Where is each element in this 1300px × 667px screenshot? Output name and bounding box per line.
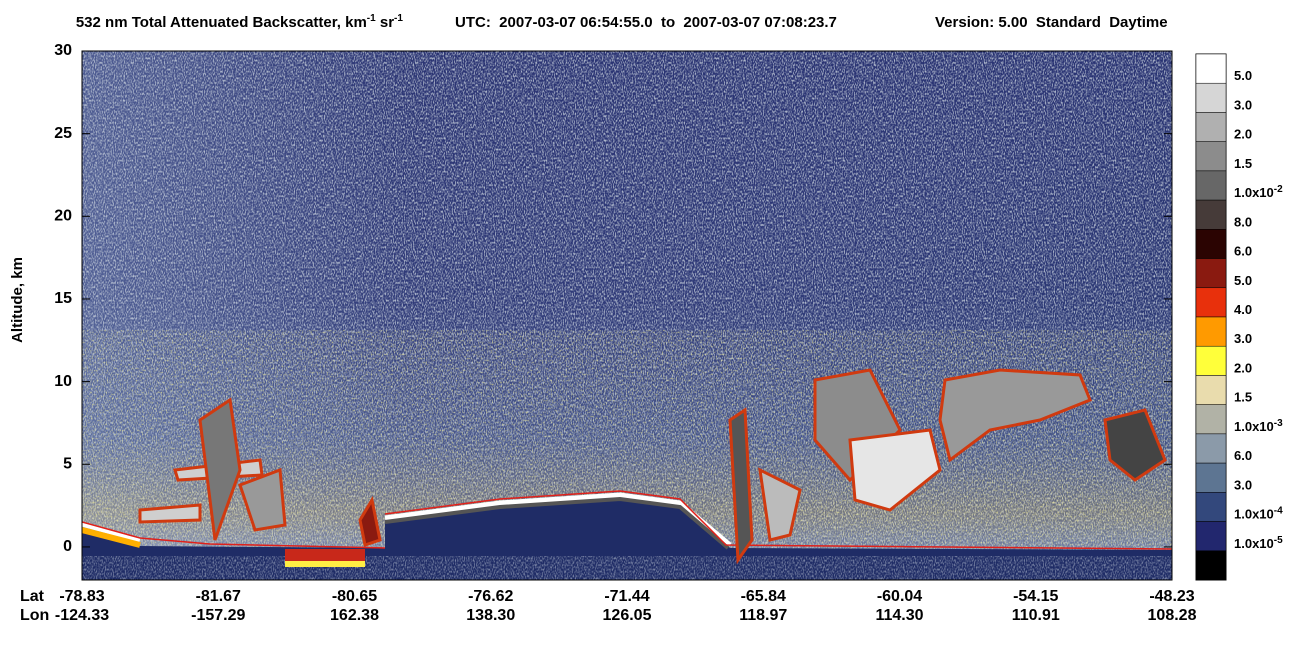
colorbar-label: 1.5 (1234, 390, 1252, 405)
colorbar-label: 2.0 (1234, 361, 1252, 376)
title-part: 532 nm Total Attenuated Backscatter, km (76, 14, 367, 31)
x-tick-label: -124.33 (55, 607, 109, 624)
colorbar-label-text: 6.0 (1234, 244, 1252, 259)
colorbar-swatch (1195, 550, 1227, 581)
x-tick-label: -71.44 (604, 588, 649, 605)
y-tick-label: 0 (63, 538, 72, 555)
colorbar-label: 3.0 (1234, 98, 1252, 113)
x-tick-label: -157.29 (191, 607, 245, 624)
colorbar-label-text: 5.0 (1234, 273, 1252, 288)
colorbar-label-text: 1.0x10 (1234, 507, 1274, 522)
colorbar-label: 1.0x10-3 (1234, 418, 1283, 435)
x-tick-label: -76.62 (468, 588, 513, 605)
y-tick-label: 5 (63, 456, 72, 473)
colorbar-label: 2.0 (1234, 127, 1252, 142)
colorbar-label: 6.0 (1234, 449, 1252, 464)
x-tick-label: -65.84 (741, 588, 786, 605)
colorbar-swatch (1195, 82, 1227, 113)
colorbar-label: 1.0x10-2 (1234, 184, 1283, 201)
colorbar-swatch (1195, 433, 1227, 464)
colorbar-label: 3.0 (1234, 332, 1252, 347)
colorbar-label-exponent: -3 (1274, 418, 1283, 429)
x-tick-label: -54.15 (1013, 588, 1058, 605)
colorbar-label-text: 3.0 (1234, 98, 1252, 113)
colorbar-label: 1.0x10-4 (1234, 505, 1283, 522)
y-tick-label: 15 (54, 290, 72, 307)
colorbar-label-exponent: -5 (1274, 534, 1283, 545)
colorbar-swatch (1195, 53, 1227, 84)
colorbar-swatch (1195, 199, 1227, 230)
product-info: Version: 5.00 Standard Daytime (935, 14, 1168, 31)
colorbar-swatch (1195, 375, 1227, 405)
title-part: sr (376, 14, 395, 31)
colorbar-label-text: 5.0 (1234, 69, 1252, 84)
title-exponent: -1 (394, 13, 403, 24)
colorbar-label: 4.0 (1234, 302, 1252, 317)
colorbar-swatch (1195, 462, 1227, 493)
y-axis-label: Altitude, km (9, 257, 26, 343)
x-tick-label: 162.38 (330, 607, 379, 624)
colorbar-label: 3.0 (1234, 478, 1252, 493)
x-tick-label: -78.83 (59, 588, 104, 605)
colorbar-label-text: 1.5 (1234, 390, 1252, 405)
colorbar-swatch (1195, 521, 1227, 552)
colorbar-label: 1.0x10-5 (1234, 534, 1283, 551)
colorbar-label: 5.0 (1234, 69, 1252, 84)
colorbar-swatch (1195, 229, 1227, 259)
y-tick-label: 20 (54, 208, 72, 225)
colorbar-label-text: 2.0 (1234, 127, 1252, 142)
colorbar-label: 6.0 (1234, 244, 1252, 259)
colorbar-swatch (1195, 258, 1227, 289)
y-tick-label: 30 (54, 42, 72, 59)
title-exponent: -1 (367, 13, 376, 24)
colorbar-label-text: 1.0x10 (1234, 536, 1274, 551)
colorbar-label: 5.0 (1234, 273, 1252, 288)
x-tick-label: 110.91 (1012, 607, 1060, 624)
x-tick-label: 108.28 (1148, 607, 1197, 624)
x-row-name: Lat (20, 588, 45, 605)
x-tick-label: -81.67 (196, 588, 241, 605)
x-tick-label: 114.30 (875, 607, 923, 624)
colorbar-swatch (1195, 492, 1227, 522)
colorbar-swatch (1195, 287, 1227, 318)
x-tick-label: -48.23 (1149, 588, 1194, 605)
colorbar-label: 8.0 (1234, 215, 1252, 230)
colorbar-label-text: 8.0 (1234, 215, 1252, 230)
colorbar-swatch (1195, 141, 1227, 172)
plot-frame (81, 50, 1173, 581)
time-range: UTC: 2007-03-07 06:54:55.0 to 2007-03-07… (455, 14, 837, 31)
colorbar-swatch (1195, 170, 1227, 201)
colorbar-label-text: 6.0 (1234, 449, 1252, 464)
x-tick-label: 138.30 (466, 607, 515, 624)
y-tick-label: 25 (54, 125, 72, 142)
colorbar-label-text: 3.0 (1234, 478, 1252, 493)
x-row-name: Lon (20, 607, 49, 624)
chart-title: 532 nm Total Attenuated Backscatter, km-… (55, 8, 415, 31)
colorbar-label-text: 1.5 (1234, 156, 1252, 171)
colorbar-label-exponent: -2 (1274, 184, 1283, 195)
x-tick-label: -60.04 (877, 588, 922, 605)
colorbar-swatch (1195, 404, 1227, 435)
colorbar-swatch (1195, 112, 1227, 142)
x-tick-label: -80.65 (332, 588, 377, 605)
colorbar-label-text: 3.0 (1234, 332, 1252, 347)
y-tick-label: 10 (54, 373, 72, 390)
colorbar-label-exponent: -4 (1274, 505, 1283, 516)
x-tick-label: 118.97 (739, 607, 787, 624)
backscatter-image (82, 51, 1172, 580)
colorbar-label-text: 2.0 (1234, 361, 1252, 376)
colorbar-swatch (1195, 345, 1227, 376)
colorbar-label-text: 1.0x10 (1234, 186, 1274, 201)
colorbar-label-text: 4.0 (1234, 302, 1252, 317)
colorbar-swatch (1195, 316, 1227, 347)
colorbar-label-text: 1.0x10 (1234, 419, 1274, 434)
colorbar-label: 1.5 (1234, 156, 1252, 171)
x-tick-label: 126.05 (603, 607, 652, 624)
